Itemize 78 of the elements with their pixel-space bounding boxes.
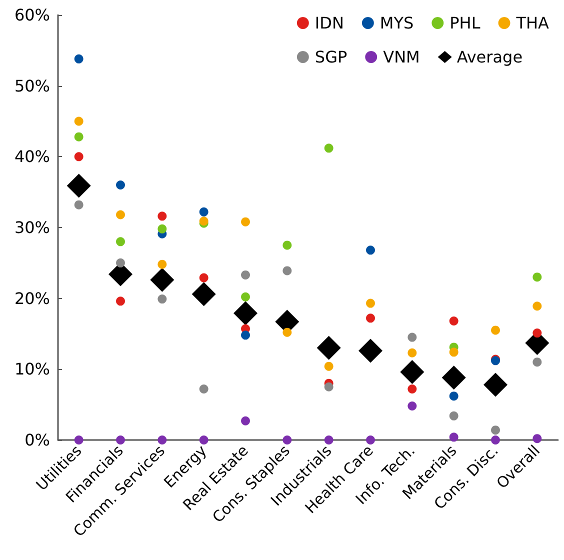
point [366, 436, 375, 444]
point [491, 326, 500, 335]
legend-label: SGP [314, 48, 348, 66]
point [158, 260, 167, 269]
point [241, 416, 250, 426]
point [366, 298, 375, 308]
legend-label: VNM [383, 48, 420, 66]
point [74, 436, 84, 444]
point [241, 270, 250, 280]
point [66, 174, 91, 198]
point [158, 224, 167, 234]
y-tick-label: 40% [14, 147, 50, 166]
point [234, 301, 258, 326]
point [282, 328, 292, 337]
point [408, 384, 417, 394]
point [199, 207, 208, 216]
point [491, 436, 500, 444]
point [442, 366, 466, 390]
point [74, 200, 84, 210]
point [116, 210, 125, 220]
point [241, 292, 250, 302]
y-tick-label: 50% [14, 76, 50, 96]
point [316, 336, 341, 360]
point [158, 436, 167, 444]
point [366, 246, 375, 255]
point [324, 436, 334, 444]
point [449, 316, 458, 326]
point [241, 330, 250, 340]
point [74, 152, 84, 162]
point [449, 348, 458, 357]
point [532, 358, 542, 367]
point [192, 282, 216, 306]
y-tick-label: 60% [14, 6, 50, 24]
point [150, 268, 174, 292]
point [491, 426, 500, 435]
point [282, 436, 292, 444]
legend-label: IDN [314, 14, 344, 32]
point [116, 436, 125, 444]
point [532, 328, 542, 338]
point [532, 272, 542, 282]
point [532, 434, 542, 444]
point [449, 432, 458, 442]
point [199, 384, 208, 394]
point [408, 332, 417, 342]
point [282, 266, 292, 276]
point [158, 212, 167, 221]
point [199, 436, 208, 444]
point [282, 240, 292, 250]
point [408, 348, 417, 358]
point [449, 411, 458, 420]
point [324, 144, 334, 153]
point [324, 362, 334, 371]
point [408, 402, 417, 410]
y-tick-label: 20% [14, 288, 50, 308]
point [366, 314, 375, 323]
point [324, 382, 334, 392]
y-tick-label: 10% [14, 360, 50, 379]
point [74, 116, 84, 126]
legend-label: MYS [380, 14, 414, 32]
point [241, 217, 250, 226]
point [116, 296, 125, 306]
point [158, 294, 167, 304]
point [449, 392, 458, 401]
point [358, 338, 382, 363]
point [116, 180, 125, 190]
point [74, 132, 84, 142]
legend-label: Average [456, 48, 523, 66]
legend-label: THA [515, 14, 550, 32]
y-tick-label: 0% [24, 430, 50, 450]
point [199, 273, 208, 282]
y-tick-label: 30% [14, 218, 50, 237]
point [532, 302, 542, 311]
point [484, 372, 508, 397]
legend-label: PHL [450, 14, 480, 32]
point [116, 237, 125, 246]
point [74, 54, 84, 64]
point [116, 258, 125, 268]
point [400, 360, 424, 384]
